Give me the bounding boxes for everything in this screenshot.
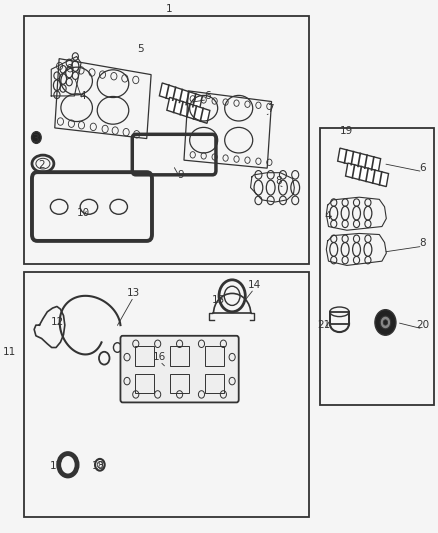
Text: 19: 19: [339, 126, 353, 135]
Bar: [135, 374, 154, 393]
Text: 17: 17: [49, 462, 63, 471]
Circle shape: [375, 310, 396, 335]
Bar: [24, 272, 309, 517]
FancyBboxPatch shape: [120, 336, 239, 402]
Bar: [205, 346, 224, 366]
Bar: [205, 374, 224, 393]
Text: 20: 20: [416, 320, 429, 330]
Text: 16: 16: [153, 352, 166, 362]
Text: 1: 1: [165, 4, 172, 14]
Text: 11: 11: [3, 347, 16, 357]
Text: 2: 2: [38, 160, 45, 170]
Text: 18: 18: [92, 462, 105, 471]
Bar: [320, 128, 434, 405]
Text: 12: 12: [50, 318, 64, 327]
Text: 13: 13: [127, 288, 140, 298]
Text: 6: 6: [204, 91, 211, 101]
Text: 4: 4: [324, 211, 331, 221]
Bar: [170, 346, 189, 366]
Bar: [170, 374, 189, 393]
Polygon shape: [338, 148, 381, 172]
Circle shape: [380, 316, 391, 329]
Text: 5: 5: [137, 44, 144, 54]
Text: 3: 3: [32, 134, 39, 143]
Text: 15: 15: [212, 295, 225, 304]
Text: 7: 7: [267, 104, 274, 114]
Text: 6: 6: [419, 163, 426, 173]
Text: 4: 4: [79, 91, 86, 101]
Text: 9: 9: [177, 170, 184, 180]
Circle shape: [383, 320, 388, 325]
Text: 8: 8: [275, 176, 282, 186]
Polygon shape: [346, 163, 389, 187]
Bar: [135, 346, 154, 366]
Bar: [24, 16, 309, 264]
Text: 21: 21: [318, 320, 331, 330]
Text: 10: 10: [77, 208, 90, 218]
Circle shape: [32, 132, 41, 143]
Text: 8: 8: [419, 238, 426, 247]
Polygon shape: [167, 98, 210, 123]
Text: 14: 14: [247, 280, 261, 290]
Polygon shape: [159, 83, 202, 109]
Bar: [330, 312, 349, 324]
